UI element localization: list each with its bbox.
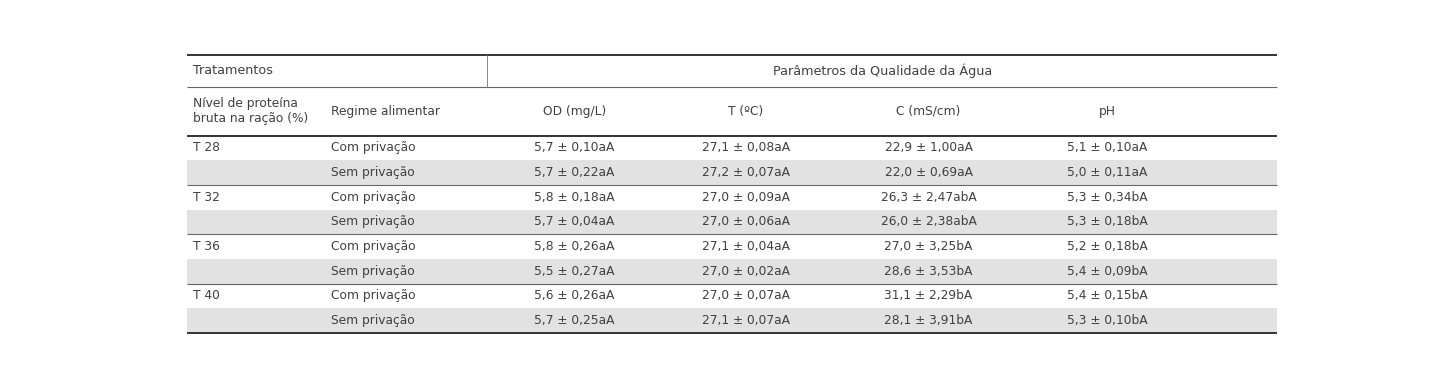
Bar bbox=[187, 55, 1278, 87]
Text: 26,3 ± 2,47abA: 26,3 ± 2,47abA bbox=[880, 191, 976, 204]
Text: T 32: T 32 bbox=[193, 191, 220, 204]
Text: 27,1 ± 0,07aA: 27,1 ± 0,07aA bbox=[702, 314, 790, 327]
Bar bbox=[187, 283, 1278, 308]
Bar bbox=[187, 234, 1278, 259]
Bar bbox=[187, 136, 1278, 160]
Text: 27,0 ± 0,09aA: 27,0 ± 0,09aA bbox=[702, 191, 790, 204]
Text: Sem privação: Sem privação bbox=[332, 166, 416, 179]
Text: 27,0 ± 0,06aA: 27,0 ± 0,06aA bbox=[702, 215, 790, 228]
Text: 26,0 ± 2,38abA: 26,0 ± 2,38abA bbox=[880, 215, 976, 228]
Text: 5,8 ± 0,26aA: 5,8 ± 0,26aA bbox=[534, 240, 614, 253]
Text: 5,7 ± 0,10aA: 5,7 ± 0,10aA bbox=[534, 141, 614, 154]
Text: 5,4 ± 0,09bA: 5,4 ± 0,09bA bbox=[1067, 265, 1147, 278]
Bar bbox=[187, 259, 1278, 283]
Text: 28,1 ± 3,91bA: 28,1 ± 3,91bA bbox=[885, 314, 973, 327]
Text: Sem privação: Sem privação bbox=[332, 314, 416, 327]
Text: 27,1 ± 0,04aA: 27,1 ± 0,04aA bbox=[702, 240, 790, 253]
Text: 22,0 ± 0,69aA: 22,0 ± 0,69aA bbox=[885, 166, 973, 179]
Text: 5,3 ± 0,10bA: 5,3 ± 0,10bA bbox=[1067, 314, 1147, 327]
Text: 28,6 ± 3,53bA: 28,6 ± 3,53bA bbox=[885, 265, 973, 278]
Text: 5,3 ± 0,18bA: 5,3 ± 0,18bA bbox=[1067, 215, 1147, 228]
Text: 5,7 ± 0,22aA: 5,7 ± 0,22aA bbox=[534, 166, 614, 179]
Text: 5,6 ± 0,26aA: 5,6 ± 0,26aA bbox=[534, 290, 614, 302]
Text: 31,1 ± 2,29bA: 31,1 ± 2,29bA bbox=[885, 290, 973, 302]
Text: Nível de proteína
bruta na ração (%): Nível de proteína bruta na ração (%) bbox=[193, 97, 309, 125]
Text: Regime alimentar: Regime alimentar bbox=[332, 105, 440, 118]
Text: T 36: T 36 bbox=[193, 240, 220, 253]
Text: Sem privação: Sem privação bbox=[332, 215, 416, 228]
Text: 27,0 ± 0,02aA: 27,0 ± 0,02aA bbox=[702, 265, 790, 278]
Text: Com privação: Com privação bbox=[332, 240, 416, 253]
Bar bbox=[187, 308, 1278, 333]
Text: 5,1 ± 0,10aA: 5,1 ± 0,10aA bbox=[1067, 141, 1147, 154]
Text: 5,7 ± 0,04aA: 5,7 ± 0,04aA bbox=[534, 215, 614, 228]
Text: Parâmetros da Qualidade da Água: Parâmetros da Qualidade da Água bbox=[773, 64, 992, 78]
Text: T 28: T 28 bbox=[193, 141, 220, 154]
Text: T 40: T 40 bbox=[193, 290, 220, 302]
Text: 5,5 ± 0,27aA: 5,5 ± 0,27aA bbox=[534, 265, 614, 278]
Text: Tratamentos: Tratamentos bbox=[193, 65, 273, 78]
Text: 5,0 ± 0,11aA: 5,0 ± 0,11aA bbox=[1067, 166, 1147, 179]
Text: 5,3 ± 0,34bA: 5,3 ± 0,34bA bbox=[1067, 191, 1147, 204]
Text: OD (mg/L): OD (mg/L) bbox=[543, 105, 606, 118]
Text: Com privação: Com privação bbox=[332, 191, 416, 204]
Bar bbox=[187, 185, 1278, 210]
Text: 5,7 ± 0,25aA: 5,7 ± 0,25aA bbox=[534, 314, 614, 327]
Text: 5,8 ± 0,18aA: 5,8 ± 0,18aA bbox=[534, 191, 614, 204]
Text: 27,2 ± 0,07aA: 27,2 ± 0,07aA bbox=[702, 166, 790, 179]
Text: Sem privação: Sem privação bbox=[332, 265, 416, 278]
Text: C (mS/cm): C (mS/cm) bbox=[896, 105, 960, 118]
Bar bbox=[187, 210, 1278, 234]
Text: Com privação: Com privação bbox=[332, 141, 416, 154]
Text: 27,1 ± 0,08aA: 27,1 ± 0,08aA bbox=[702, 141, 790, 154]
Bar bbox=[187, 87, 1278, 136]
Text: 27,0 ± 3,25bA: 27,0 ± 3,25bA bbox=[885, 240, 973, 253]
Text: T (ºC): T (ºC) bbox=[729, 105, 763, 118]
Text: Com privação: Com privação bbox=[332, 290, 416, 302]
Text: 22,9 ± 1,00aA: 22,9 ± 1,00aA bbox=[885, 141, 973, 154]
Text: pH: pH bbox=[1099, 105, 1116, 118]
Text: 5,4 ± 0,15bA: 5,4 ± 0,15bA bbox=[1067, 290, 1147, 302]
Text: 5,2 ± 0,18bA: 5,2 ± 0,18bA bbox=[1067, 240, 1147, 253]
Bar bbox=[187, 160, 1278, 185]
Text: 27,0 ± 0,07aA: 27,0 ± 0,07aA bbox=[702, 290, 790, 302]
